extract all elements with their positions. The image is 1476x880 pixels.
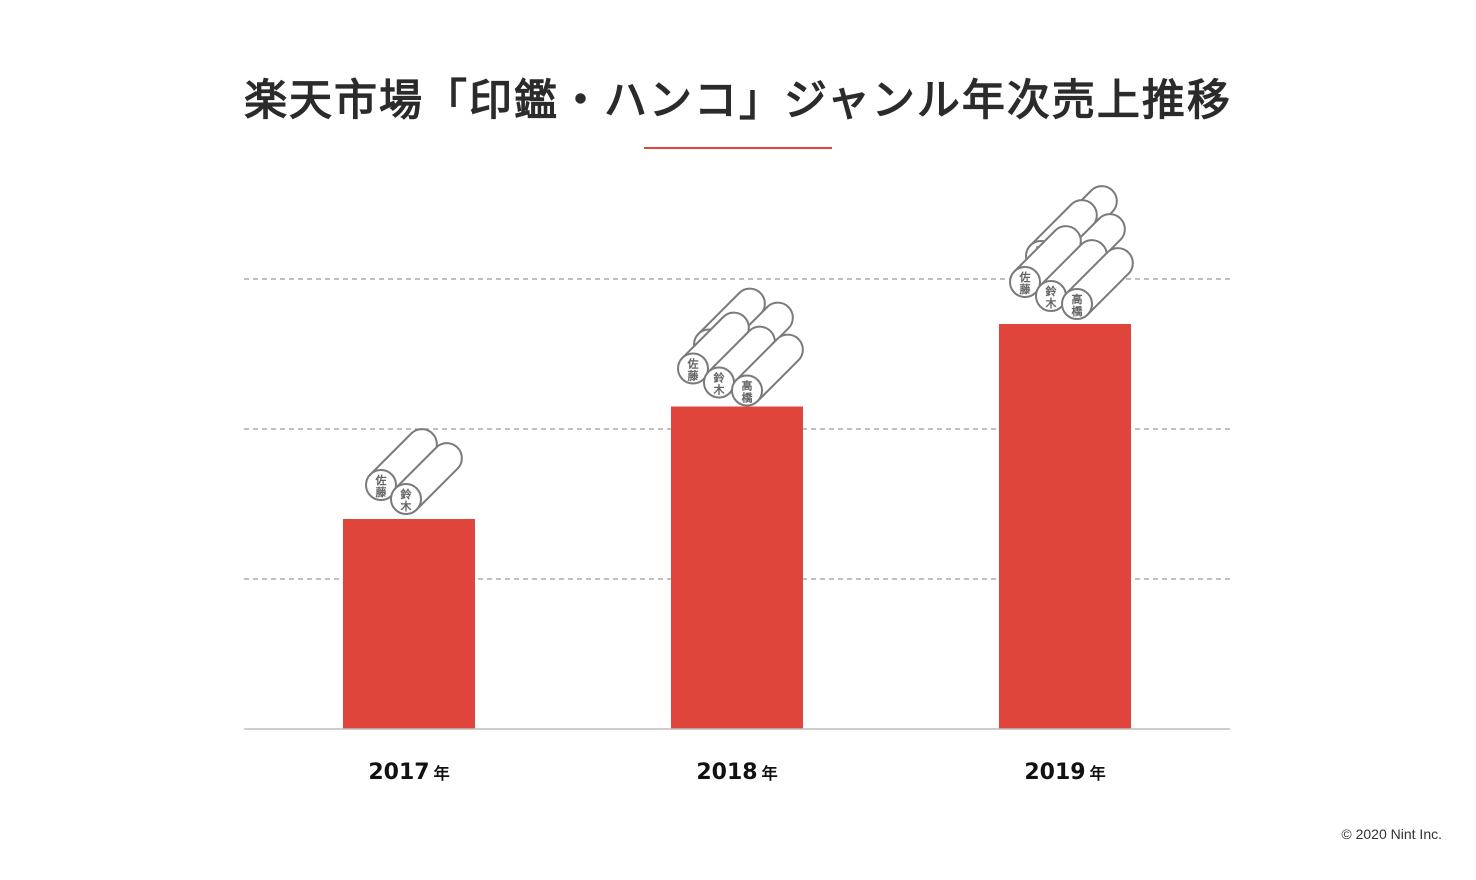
x-tick-label-2019: 2019 年	[965, 760, 1165, 785]
hanko-stamp-icon: 鈴木	[1035, 239, 1108, 312]
hanko-stamp-icon: 高橋	[1061, 247, 1134, 320]
tick-unit: 年	[761, 764, 778, 783]
tick-year: 2017	[368, 760, 430, 785]
chart-title: 楽天市場「印鑑・ハンコ」ジャンル年次売上推移	[244, 76, 1232, 126]
tick-year: 2018	[696, 760, 758, 785]
hanko-stamp-icon: 鈴木	[703, 325, 776, 399]
stamp-name-bottom: 藤	[376, 485, 388, 499]
tick-unit: 年	[1089, 764, 1106, 783]
stamp-name-top: 高	[742, 379, 753, 393]
stamp-name-top: 佐	[687, 357, 699, 371]
stamp-name-top: 高	[1072, 292, 1083, 306]
hanko-stamp-icon: 高橋	[731, 333, 804, 407]
stamp-name-bottom: 藤	[1020, 282, 1032, 296]
bars	[343, 324, 1131, 729]
stamp-group-2018: 田中伊藤佐藤鈴木高橋	[677, 287, 804, 407]
stamp-name-bottom: 橋	[1072, 304, 1084, 318]
stamp-face	[365, 469, 397, 501]
stamp-group-2019: 渡辺田中伊藤佐藤鈴木高橋	[1009, 185, 1134, 320]
bar-2017	[343, 519, 475, 729]
stamp-name-bottom: 橋	[742, 391, 754, 405]
bar-2019	[999, 324, 1131, 729]
title-underline	[644, 147, 832, 149]
x-tick-label-2017: 2017 年	[309, 760, 509, 785]
tick-year: 2019	[1024, 760, 1086, 785]
hanko-decorations: 佐藤鈴木田中伊藤佐藤鈴木高橋渡辺田中伊藤佐藤鈴木高橋	[365, 185, 1134, 515]
copyright-notice: © 2020 Nint Inc.	[1341, 826, 1442, 842]
stamp-name-bottom: 木	[1045, 296, 1058, 310]
stamp-name-top: 鈴	[714, 371, 726, 385]
x-tick-label-2018: 2018 年	[637, 760, 837, 785]
stamp-face	[1061, 288, 1093, 320]
stamp-face	[731, 374, 763, 407]
stamp-face	[1009, 266, 1041, 298]
stamp-face	[390, 483, 422, 515]
stamp-name-bottom: 木	[400, 499, 413, 513]
stamp-name-top: 佐	[1019, 270, 1031, 284]
stamp-name-bottom: 木	[713, 383, 726, 397]
tick-unit: 年	[433, 764, 450, 783]
stamp-name-top: 鈴	[401, 487, 413, 501]
hanko-stamp-icon: 佐藤	[1009, 225, 1082, 298]
hanko-stamp-icon: 鈴木	[390, 442, 463, 515]
bar-2018	[671, 406, 803, 729]
stamp-face	[677, 352, 709, 385]
stamp-group-2017: 佐藤 鈴木	[365, 428, 463, 515]
stamp-name-bottom: 藤	[688, 369, 700, 383]
stamp-name-top: 佐	[375, 473, 387, 487]
stamp-name-top: 鈴	[1046, 284, 1058, 298]
